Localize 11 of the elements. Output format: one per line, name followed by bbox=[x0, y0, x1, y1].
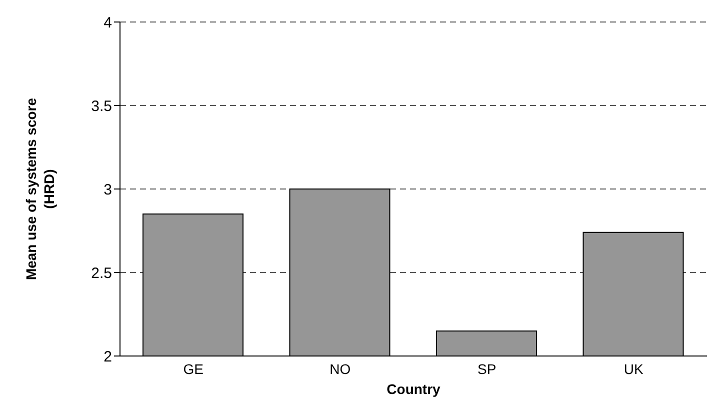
y-tick-label: 3.5 bbox=[91, 98, 112, 115]
y-tick-label: 2.5 bbox=[91, 264, 112, 282]
x-axis-title: Country bbox=[386, 381, 441, 397]
x-tick-label: SP bbox=[478, 360, 496, 377]
x-tick-label: UK bbox=[624, 360, 644, 377]
x-tick-label: NO bbox=[330, 360, 351, 377]
x-tick-label: GE bbox=[183, 360, 204, 377]
y-tick-label: 3 bbox=[104, 181, 112, 198]
y-tick-label: 4 bbox=[104, 14, 112, 32]
y-tick-label: 2 bbox=[104, 348, 112, 366]
y-axis-title: Mean use of systems score (HRD) bbox=[23, 98, 57, 280]
